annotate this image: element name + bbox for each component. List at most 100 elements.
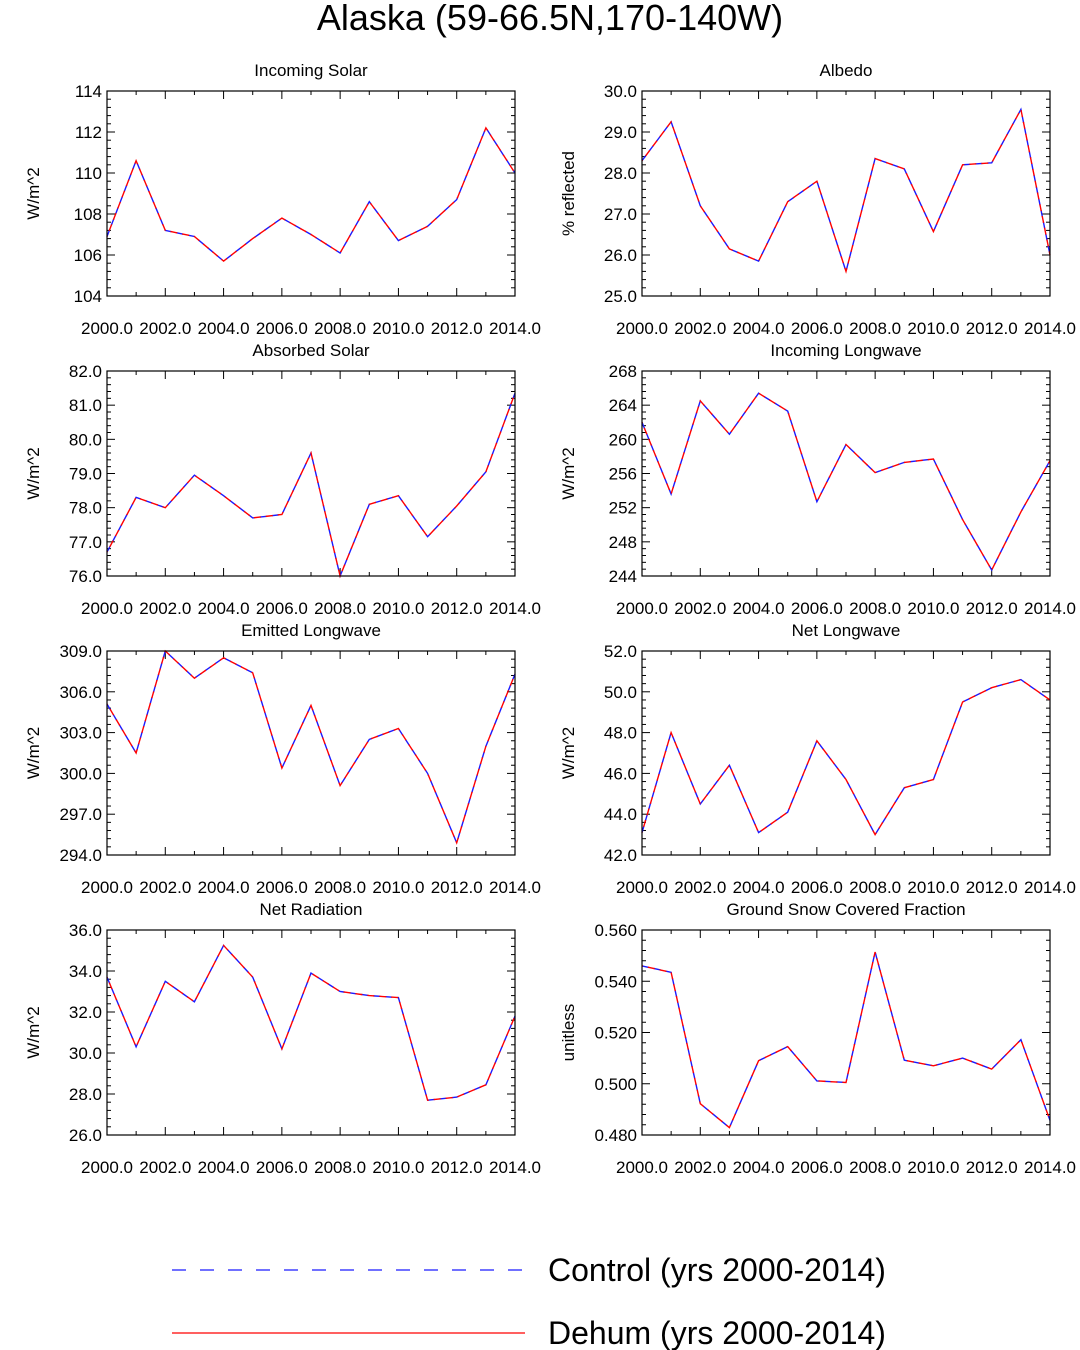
y-tick-label: 0.560: [594, 921, 637, 940]
dehum-series-line: [641, 678, 1051, 837]
y-tick-label: 0.500: [594, 1075, 637, 1094]
x-tick-label: 2008.0: [314, 599, 366, 618]
x-tick-label: 2004.0: [198, 1158, 250, 1177]
x-tick-label: 2010.0: [372, 599, 424, 618]
y-tick-label: 0.540: [594, 972, 637, 991]
y-tick-label: 27.0: [604, 205, 637, 224]
chart-panel: Incoming Longwave W/m^2 244 248 252 256 260 264…: [559, 341, 1076, 618]
dehum-series-line: [106, 649, 516, 845]
dehum-series-line: [106, 392, 516, 579]
x-tick-label: 2004.0: [198, 599, 250, 618]
y-tick-label: 104: [74, 287, 102, 306]
x-tick-label: 2010.0: [907, 1158, 959, 1177]
x-tick-label: 2002.0: [674, 1158, 726, 1177]
x-tick-label: 2014.0: [489, 878, 541, 897]
control-series-line: [106, 392, 516, 579]
panel-title: Incoming Solar: [254, 61, 368, 80]
y-tick-label: 30.0: [604, 82, 637, 101]
y-tick-label: 244: [609, 567, 637, 586]
y-tick-label: 110: [75, 164, 102, 183]
x-tick-label: 2014.0: [489, 319, 541, 338]
dehum-series-line: [641, 392, 1051, 572]
x-tick-label: 2008.0: [849, 1158, 901, 1177]
y-tick-label: 297.0: [59, 805, 102, 824]
y-tick-label: 36.0: [69, 921, 102, 940]
dehum-series-line: [106, 944, 516, 1101]
y-tick-label: 114: [75, 82, 102, 101]
x-tick-label: 2014.0: [1024, 319, 1076, 338]
y-tick-label: 256: [609, 465, 637, 484]
x-tick-label: 2008.0: [849, 319, 901, 338]
y-tick-label: 268: [609, 362, 637, 381]
panel-title: Emitted Longwave: [241, 621, 381, 640]
x-tick-label: 2000.0: [616, 599, 668, 618]
y-tick-label: 77.0: [69, 533, 102, 552]
x-tick-label: 2002.0: [674, 599, 726, 618]
plot-frame: [106, 90, 516, 297]
panel-title: Net Radiation: [259, 900, 362, 919]
y-tick-label: 28.0: [69, 1085, 102, 1104]
y-axis-label: W/m^2: [24, 1006, 43, 1058]
x-tick-label: 2008.0: [314, 878, 366, 897]
plot-frame: [106, 650, 516, 856]
y-tick-label: 0.480: [594, 1126, 637, 1145]
x-tick-label: 2010.0: [907, 319, 959, 338]
y-tick-label: 80.0: [69, 430, 102, 449]
y-tick-label: 34.0: [69, 962, 102, 981]
plot-frame: [641, 929, 1051, 1136]
y-tick-label: 112: [75, 123, 102, 142]
plot-frame: [106, 929, 516, 1136]
y-tick-label: 300.0: [59, 764, 102, 783]
control-series-line: [641, 107, 1051, 274]
y-tick-label: 25.0: [604, 287, 637, 306]
chart-panel: Incoming Solar W/m^2 104 106 108 110 112 114 200…: [24, 61, 541, 338]
y-tick-label: 29.0: [604, 123, 637, 142]
x-tick-label: 2012.0: [431, 599, 483, 618]
y-axis-label: W/m^2: [24, 167, 43, 219]
y-tick-label: 0.520: [594, 1024, 637, 1043]
y-tick-label: 48.0: [604, 724, 637, 743]
figure-title: Alaska (59-66.5N,170-140W): [317, 0, 783, 38]
legend-dehum-label: Dehum (yrs 2000-2014): [548, 1315, 886, 1350]
y-axis-label: W/m^2: [559, 447, 578, 499]
control-series-line: [641, 951, 1051, 1129]
x-tick-label: 2010.0: [372, 1158, 424, 1177]
x-tick-label: 2000.0: [81, 599, 133, 618]
panel-title: Incoming Longwave: [770, 341, 921, 360]
legend: Control (yrs 2000-2014) Dehum (yrs 2000-…: [172, 1252, 886, 1350]
y-tick-label: 44.0: [604, 805, 637, 824]
y-tick-label: 309.0: [59, 642, 102, 661]
x-tick-label: 2012.0: [431, 319, 483, 338]
y-tick-label: 52.0: [604, 642, 637, 661]
y-tick-label: 78.0: [69, 499, 102, 518]
y-axis-label: % reflected: [559, 151, 578, 236]
chart-panel: Ground Snow Covered Fraction unitless 0.48…: [559, 900, 1076, 1177]
x-tick-label: 2000.0: [616, 878, 668, 897]
dehum-series-line: [641, 951, 1051, 1129]
panel-title: Ground Snow Covered Fraction: [726, 900, 965, 919]
x-tick-label: 2006.0: [791, 599, 843, 618]
y-tick-label: 42.0: [604, 846, 637, 865]
x-tick-label: 2014.0: [1024, 599, 1076, 618]
x-tick-label: 2014.0: [489, 1158, 541, 1177]
x-tick-label: 2012.0: [966, 878, 1018, 897]
x-tick-label: 2002.0: [674, 878, 726, 897]
plot-frame: [641, 370, 1051, 577]
y-tick-label: 30.0: [69, 1044, 102, 1063]
x-tick-label: 2010.0: [907, 599, 959, 618]
x-tick-label: 2010.0: [907, 878, 959, 897]
y-tick-label: 108: [74, 205, 102, 224]
y-axis-label: W/m^2: [24, 447, 43, 499]
plot-frame: [641, 650, 1051, 856]
x-tick-label: 2010.0: [372, 319, 424, 338]
x-tick-label: 2008.0: [849, 878, 901, 897]
y-tick-label: 294.0: [59, 846, 102, 865]
x-tick-label: 2012.0: [966, 1158, 1018, 1177]
x-tick-label: 2000.0: [81, 878, 133, 897]
chart-panel: Absorbed Solar W/m^2 76.0 77.0 78.0 79.0 80.0 8…: [24, 341, 541, 618]
y-tick-label: 76.0: [69, 567, 102, 586]
dehum-series-line: [641, 107, 1051, 274]
y-tick-label: 26.0: [69, 1126, 102, 1145]
control-series-line: [106, 649, 516, 845]
